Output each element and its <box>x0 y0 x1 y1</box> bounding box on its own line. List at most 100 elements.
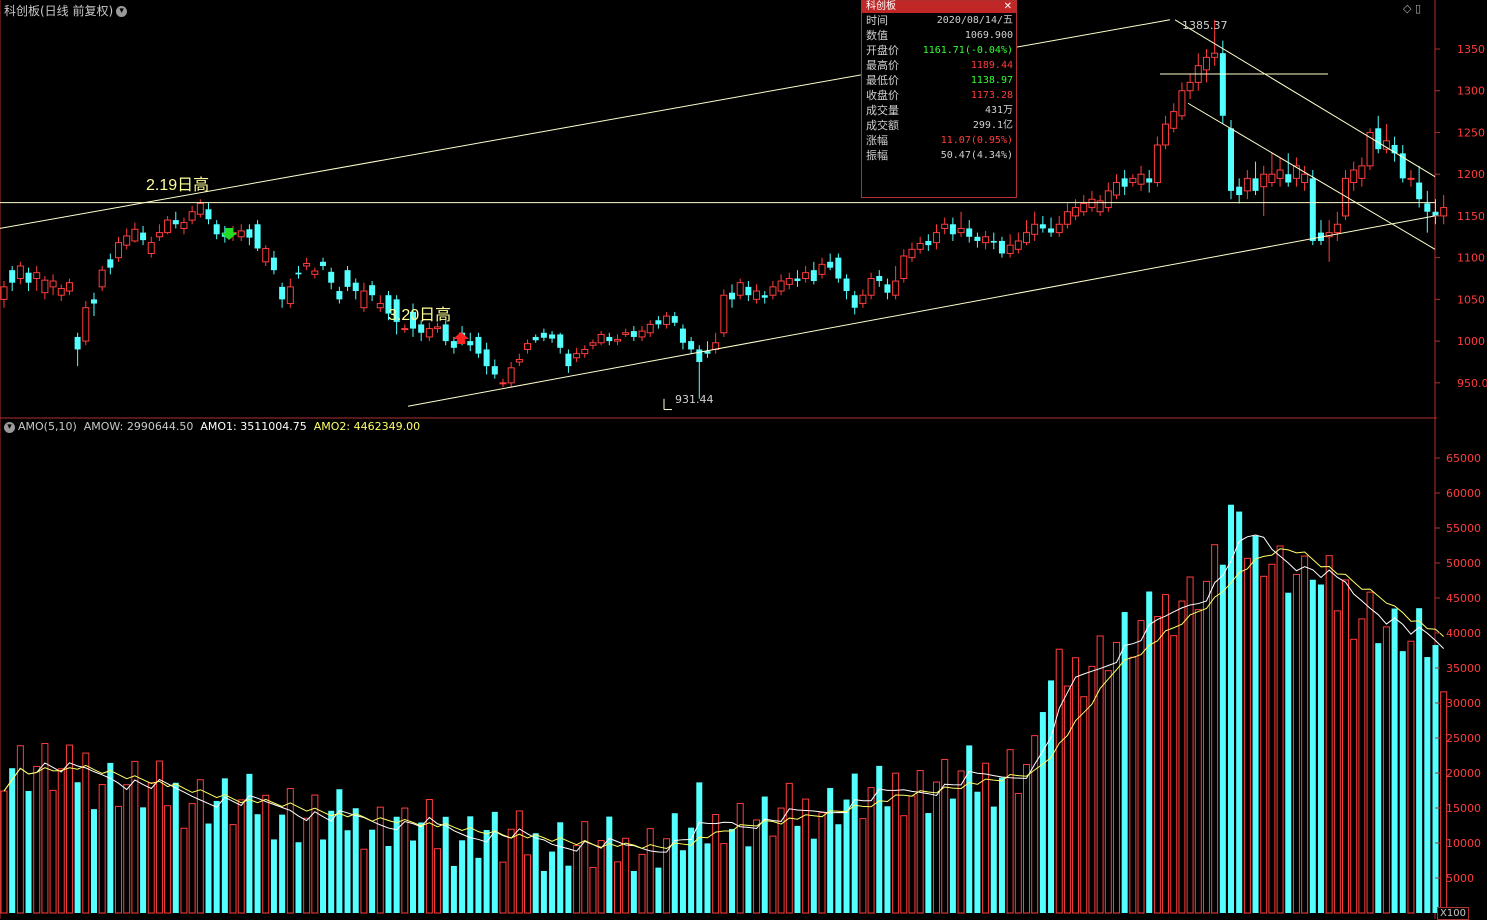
candle-body <box>1170 111 1178 129</box>
candle-body <box>957 227 965 234</box>
candle <box>949 217 956 241</box>
candle-body <box>90 299 97 304</box>
amo-bar <box>606 816 613 913</box>
amo-indicator-header: ▾ AMO(5,10) AMOW: 2990644.50 AMO1: 351100… <box>4 420 420 433</box>
candle <box>196 199 204 218</box>
candle-body <box>164 219 172 234</box>
candle-body <box>827 261 834 268</box>
candle <box>140 225 147 246</box>
descending-trendline-lower <box>1187 102 1436 250</box>
candle-body <box>425 328 433 338</box>
candle-body <box>1211 52 1219 58</box>
amo-bar <box>630 871 637 913</box>
candle <box>810 261 817 285</box>
amo-bar <box>884 806 891 913</box>
candle-body <box>998 240 1005 254</box>
candle <box>491 359 498 379</box>
candle-body <box>1153 144 1161 184</box>
lower-channel-trendline <box>407 215 1436 407</box>
candle <box>164 215 172 235</box>
candle-body <box>344 270 351 287</box>
amo-tick-label: 40000 <box>1446 627 1481 640</box>
candle-body <box>720 294 728 334</box>
candle-body <box>467 341 474 346</box>
amo-bar <box>524 854 532 914</box>
amo-bar <box>1260 575 1268 914</box>
amo-bar <box>515 810 523 914</box>
candle <box>671 311 678 327</box>
tooltip-row: 成交额 299.1亿 <box>862 118 1016 133</box>
candle <box>328 267 335 290</box>
candle-body <box>16 265 24 280</box>
candle <box>1080 195 1088 216</box>
amo-bar <box>1399 651 1406 913</box>
candle-body <box>1416 182 1423 200</box>
candle <box>1186 74 1194 100</box>
price-tick-label: 1250 <box>1457 126 1485 139</box>
candle-body <box>1055 223 1063 234</box>
amo-bar <box>279 814 286 913</box>
amo-bar <box>1014 792 1022 914</box>
amo-bar <box>188 803 196 914</box>
candle <box>1104 182 1112 212</box>
candle-body <box>688 341 695 350</box>
amo-bar <box>107 762 114 913</box>
candle-body <box>982 236 990 244</box>
amo-bar <box>663 838 671 914</box>
amo-bar <box>467 816 474 913</box>
candle <box>172 211 179 229</box>
candle <box>410 303 416 337</box>
amo-name: AMO(5,10) <box>18 420 77 433</box>
candle <box>540 328 547 342</box>
tooltip-value: 1173.28 <box>970 90 1013 101</box>
candle-body <box>279 286 286 300</box>
candle-body <box>974 236 981 241</box>
candle-body <box>336 291 343 300</box>
tooltip-row: 最低价 1138.97 <box>862 73 1016 88</box>
amo-bar <box>303 817 311 914</box>
amo-bar <box>532 833 539 913</box>
indicator-dropdown-icon[interactable]: ▾ <box>4 421 15 433</box>
candle-body <box>360 290 368 309</box>
amo-bar <box>843 799 850 913</box>
amo-bar <box>720 843 728 914</box>
amo-bar <box>65 744 73 914</box>
amo-bar <box>1162 594 1170 914</box>
close-icon[interactable]: ✕ <box>1003 1 1012 12</box>
candle <box>679 324 686 350</box>
amo-bar <box>213 800 220 913</box>
amo-bar <box>295 842 302 913</box>
window-controls[interactable]: ◇ ▯ <box>1403 2 1421 15</box>
candle-body <box>376 303 384 309</box>
diamond-icon[interactable]: ◇ <box>1403 2 1412 15</box>
amo-bar <box>1048 680 1055 913</box>
candle <box>65 278 73 296</box>
amo-bar <box>196 779 204 914</box>
amo-bar <box>638 853 646 914</box>
title-dropdown-icon[interactable]: ▾ <box>116 6 128 17</box>
candle-body <box>745 286 752 296</box>
amo-tick-label: 25000 <box>1446 732 1481 745</box>
candle <box>1301 165 1309 191</box>
candle <box>704 341 711 358</box>
candle-body <box>1072 207 1080 217</box>
amo-bars-layer <box>0 504 1448 914</box>
amo-bar <box>1137 620 1145 914</box>
amo-tick-label: 30000 <box>1446 697 1481 710</box>
candle <box>712 332 720 354</box>
candle <box>467 332 474 352</box>
panel-toggle-icon[interactable]: ▯ <box>1414 2 1422 15</box>
candle-body <box>1440 207 1448 217</box>
tooltip-title-bar[interactable]: 科创板 ✕ <box>862 1 1016 13</box>
candle-body <box>131 228 139 242</box>
candle-body <box>515 358 523 363</box>
amo-bar <box>90 809 97 913</box>
amo-bar <box>1194 609 1202 914</box>
amo-bar <box>410 840 416 913</box>
candle <box>557 332 564 354</box>
candle <box>655 316 662 329</box>
amo-bar <box>1243 557 1251 914</box>
candle <box>1194 53 1202 91</box>
tooltip-key: 最低价 <box>866 74 899 87</box>
candle <box>254 220 261 251</box>
